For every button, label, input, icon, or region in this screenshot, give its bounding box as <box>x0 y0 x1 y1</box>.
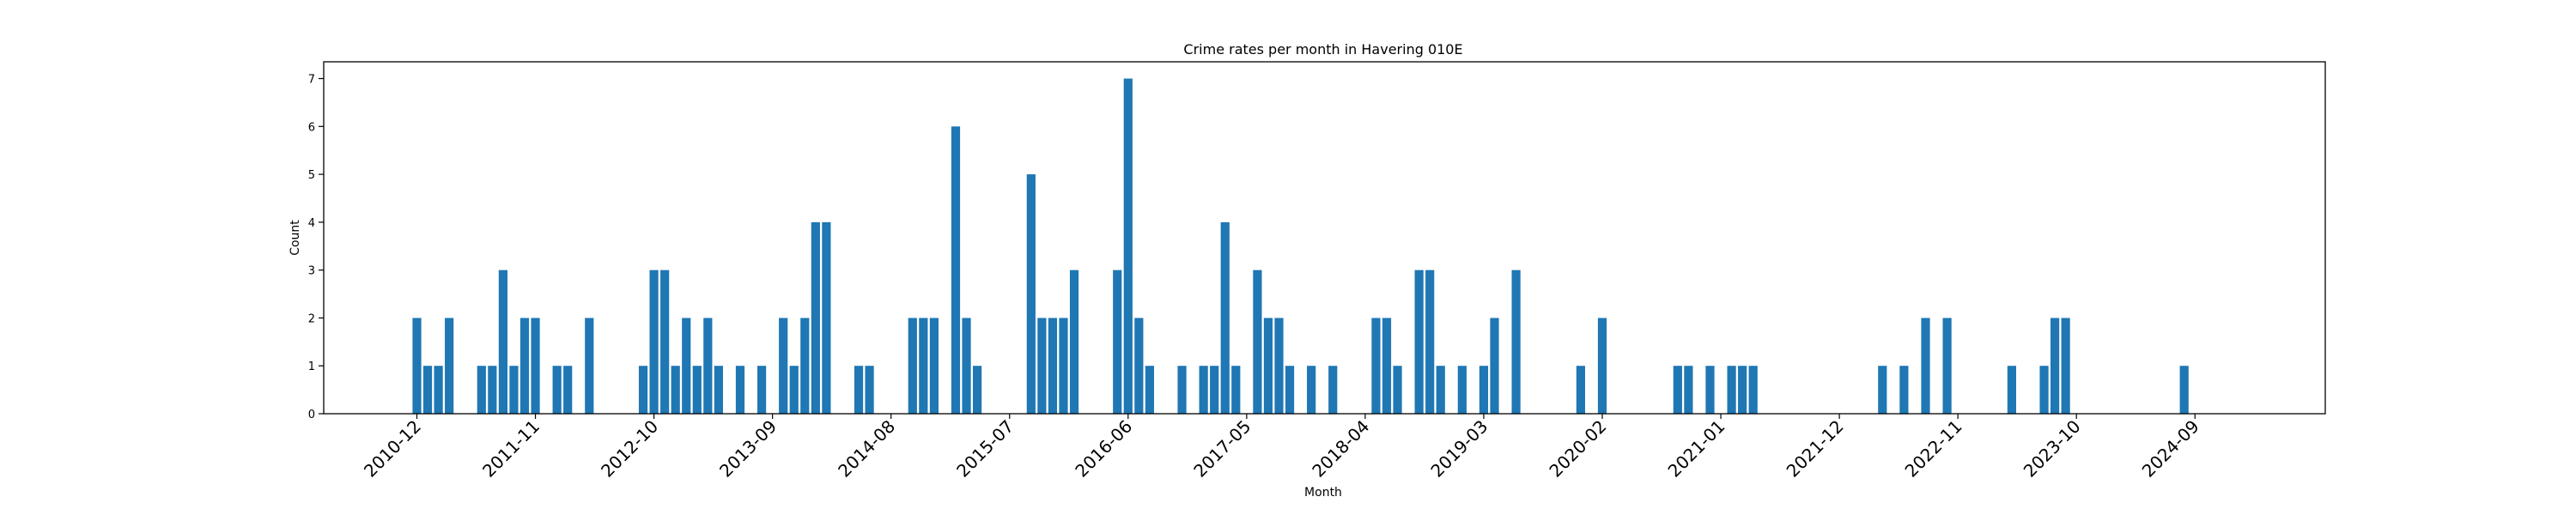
bar-2020-12 <box>1705 366 1715 414</box>
bar-2021-02 <box>1727 366 1736 414</box>
bar-2017-01 <box>1199 366 1208 414</box>
bar-2024-08 <box>2179 366 2189 414</box>
bar-2011-03 <box>445 318 454 414</box>
bar-2017-08 <box>1274 318 1284 414</box>
bar-2022-10 <box>1942 318 1952 414</box>
bar-2010-12 <box>412 318 422 414</box>
bar-2021-03 <box>1738 366 1747 414</box>
bar-2017-04 <box>1231 366 1241 414</box>
bar-2013-08 <box>757 366 767 414</box>
bar-2014-05 <box>854 366 864 414</box>
bar-2015-10 <box>1037 318 1047 414</box>
bar-2013-10 <box>779 318 788 414</box>
bar-2011-11 <box>531 318 540 414</box>
bar-2012-01 <box>552 366 562 414</box>
bar-2011-10 <box>519 318 530 414</box>
bar-2018-11 <box>1436 366 1445 414</box>
y-tick-label: 3 <box>308 265 315 278</box>
bar-2015-11 <box>1048 318 1058 414</box>
bar-2017-11 <box>1307 366 1316 414</box>
bar-2019-04 <box>1490 318 1499 414</box>
bar-2014-01 <box>811 221 820 414</box>
bar-2014-11 <box>919 318 928 414</box>
bar-2015-09 <box>1026 174 1036 414</box>
bar-2013-11 <box>789 366 799 414</box>
bar-2023-08 <box>2050 318 2060 414</box>
bar-2015-02 <box>951 126 961 414</box>
bar-2013-12 <box>800 318 810 414</box>
bar-2019-06 <box>1511 270 1521 414</box>
plot-frame <box>323 61 2326 415</box>
bar-2018-09 <box>1414 270 1424 414</box>
bars-group <box>412 78 2189 415</box>
bar-2020-09 <box>1673 366 1682 414</box>
y-tick-label: 5 <box>308 169 315 182</box>
bar-2015-12 <box>1059 318 1068 414</box>
bar-2013-03 <box>703 318 713 414</box>
bar-2019-03 <box>1479 366 1489 414</box>
bar-2022-04 <box>1878 366 1887 414</box>
bar-2022-06 <box>1899 366 1909 414</box>
bar-2016-05 <box>1113 270 1122 414</box>
bar-2011-06 <box>477 366 486 414</box>
bar-2012-09 <box>638 366 648 414</box>
bar-2014-02 <box>822 221 831 414</box>
bar-2017-07 <box>1263 318 1273 414</box>
bar-2013-06 <box>735 366 745 414</box>
bar-2019-01 <box>1457 366 1467 414</box>
bar-2023-07 <box>2039 366 2049 414</box>
bar-2014-06 <box>865 366 874 414</box>
bar-2018-01 <box>1328 366 1338 414</box>
bar-2011-08 <box>498 270 507 414</box>
bar-2018-07 <box>1393 366 1402 414</box>
bar-2011-02 <box>434 366 443 414</box>
bar-2017-06 <box>1253 270 1262 414</box>
bar-2017-09 <box>1285 366 1295 414</box>
bar-2011-01 <box>422 366 433 414</box>
bar-2013-01 <box>682 318 691 414</box>
bar-2017-02 <box>1210 366 1219 414</box>
bar-2018-06 <box>1382 318 1392 414</box>
bar-2016-08 <box>1145 366 1154 414</box>
bar-2016-07 <box>1134 318 1144 414</box>
bar-2012-04 <box>585 318 594 414</box>
bar-2017-03 <box>1220 221 1230 414</box>
bar-2011-07 <box>488 366 497 414</box>
bar-2023-04 <box>2007 366 2016 414</box>
bar-2020-10 <box>1684 366 1693 414</box>
y-tick-label: 7 <box>308 74 315 87</box>
bar-2018-10 <box>1425 270 1435 414</box>
x-axis-label: Month <box>1304 486 1342 500</box>
bar-2015-04 <box>973 366 982 414</box>
bar-2019-12 <box>1576 366 1585 414</box>
bar-2023-09 <box>2061 318 2070 414</box>
bar-2022-08 <box>1921 318 1930 414</box>
y-tick-label: 0 <box>308 409 315 421</box>
bar-2014-12 <box>929 318 939 414</box>
bar-2011-09 <box>509 366 519 414</box>
chart-title: Crime rates per month in Havering 010E <box>1183 41 1462 58</box>
bar-2016-01 <box>1069 270 1079 414</box>
bar-2015-03 <box>962 318 971 414</box>
bar-2012-12 <box>671 366 680 414</box>
y-tick-label: 4 <box>308 217 315 230</box>
y-tick-label: 2 <box>308 312 315 325</box>
bar-2018-05 <box>1371 318 1381 414</box>
y-tick-label: 1 <box>308 360 315 373</box>
bar-2012-10 <box>649 270 659 414</box>
bar-2013-04 <box>714 366 723 414</box>
bar-2016-06 <box>1123 78 1133 415</box>
bar-2013-02 <box>692 366 702 414</box>
bar-2016-11 <box>1177 366 1187 414</box>
bar-2020-02 <box>1597 318 1607 414</box>
y-tick-label: 6 <box>308 121 315 134</box>
bar-2012-02 <box>563 366 573 414</box>
y-axis: 0 1 2 3 4 5 6 7 <box>308 74 324 421</box>
bar-2012-11 <box>660 270 670 414</box>
bar-2014-10 <box>908 318 917 414</box>
y-axis-label: Count <box>289 220 302 256</box>
bar-2021-04 <box>1748 366 1758 414</box>
